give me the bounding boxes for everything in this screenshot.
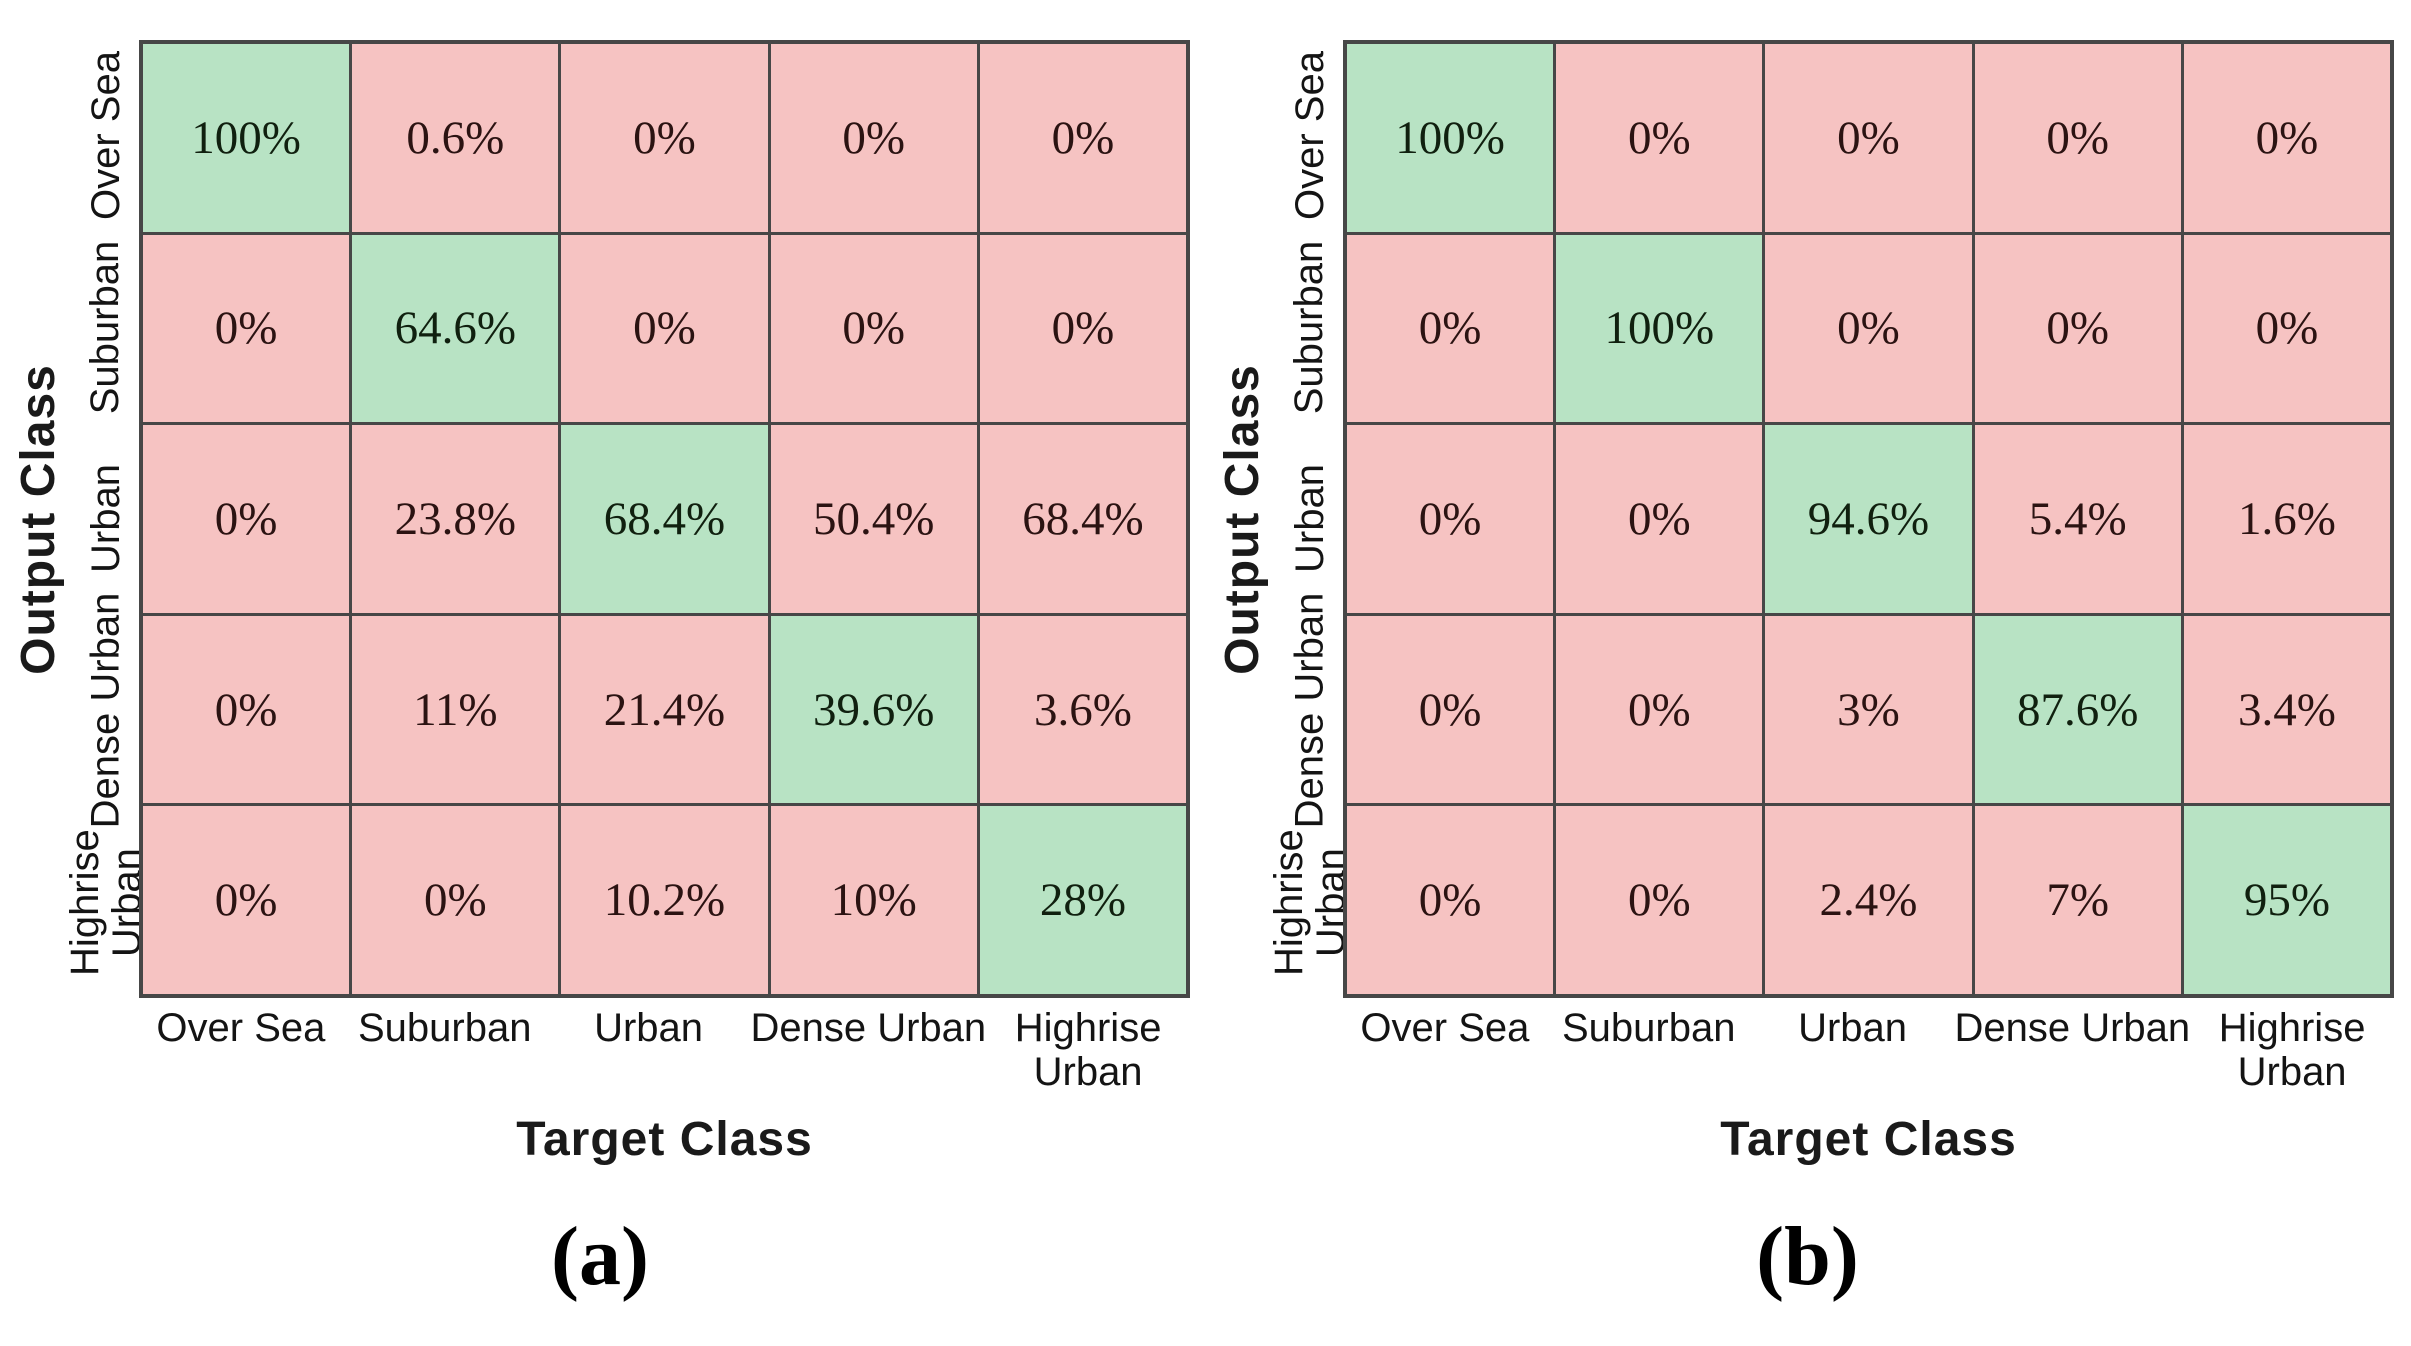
col-labels-a: Over Sea Suburban Urban Dense Urban High… (139, 1006, 1190, 1094)
cell-b-r0c2: 0% (1765, 44, 1972, 232)
cell-a-r1c0: 0% (143, 234, 350, 423)
col-labels-b: Over Sea Suburban Urban Dense Urban High… (1343, 1006, 2394, 1094)
panel-caption-b: (b) (1756, 1210, 1859, 1303)
cell-a-r3c2: 21.4% (561, 615, 768, 804)
row-label-highrise-urban: Highrise Urban (62, 806, 148, 998)
cell-b-r1c0: 0% (1347, 234, 1554, 423)
cell-b-r3c1: 0% (1556, 615, 1763, 804)
row-label-text: Over Sea (1287, 51, 1332, 221)
cell-a-r4c4: 28% (979, 806, 1186, 994)
col-label-over-sea: Over Sea (1360, 1006, 1530, 1050)
cell-a-r0c3: 0% (770, 44, 977, 232)
matrix-grid-b: 100% 0% 0% 0% 0% 0% 100% 0% 0% 0% 0% 0% … (1343, 40, 2394, 998)
x-axis-title-b: Target Class (1720, 1113, 2017, 1166)
col-label-urban: Urban (1798, 1006, 1908, 1050)
cell-a-r0c0: 100% (143, 44, 350, 232)
cell-a-r1c4: 0% (979, 234, 1186, 423)
cell-a-r3c4: 3.6% (979, 615, 1186, 804)
row-label-text: Dense Urban (83, 592, 128, 829)
y-axis-title-text: Output Class (1215, 363, 1269, 675)
cell-b-r1c3: 0% (1974, 234, 2181, 423)
row-label-suburban: Suburban (1278, 232, 1342, 424)
cell-a-r0c4: 0% (979, 44, 1186, 232)
cell-b-r4c3: 7% (1974, 806, 2181, 994)
row-label-dense-urban: Dense Urban (1278, 593, 1342, 829)
cell-a-r3c1: 11% (352, 615, 559, 804)
cell-b-r2c0: 0% (1347, 425, 1554, 613)
row-label-text: Urban (1287, 464, 1332, 574)
col-label-highrise-urban: Highrise Urban (1014, 1006, 1162, 1094)
col-label-over-sea: Over Sea (156, 1006, 326, 1050)
cell-b-r2c2: 94.6% (1765, 425, 1972, 613)
y-axis-title-text: Output Class (11, 363, 65, 675)
cell-b-r2c4: 1.6% (2183, 425, 2390, 613)
col-label-dense-urban: Dense Urban (1954, 1006, 2191, 1050)
cell-a-r0c1: 0.6% (352, 44, 559, 232)
cell-b-r0c4: 0% (2183, 44, 2390, 232)
row-label-text: Suburban (83, 240, 128, 415)
cell-a-r1c2: 0% (561, 234, 768, 423)
cell-b-r1c2: 0% (1765, 234, 1972, 423)
row-label-over-sea: Over Sea (1278, 40, 1342, 232)
cell-a-r4c0: 0% (143, 806, 350, 994)
cell-a-r2c4: 68.4% (979, 425, 1186, 613)
cell-a-r1c1: 64.6% (352, 234, 559, 423)
row-label-text: Highrise Urban (62, 828, 148, 976)
row-label-urban: Urban (74, 423, 138, 615)
cell-b-r1c1: 100% (1556, 234, 1763, 423)
row-label-text: Highrise Urban (1266, 828, 1352, 976)
cell-a-r3c3: 39.6% (770, 615, 977, 804)
cell-b-r4c0: 0% (1347, 806, 1554, 994)
row-label-text: Suburban (1287, 240, 1332, 415)
cell-b-r3c2: 3% (1765, 615, 1972, 804)
cell-b-r0c1: 0% (1556, 44, 1763, 232)
cell-b-r1c4: 0% (2183, 234, 2390, 423)
cell-b-r2c1: 0% (1556, 425, 1763, 613)
cell-b-r3c3: 87.6% (1974, 615, 2181, 804)
row-labels-a: Over Sea Suburban Urban Dense Urban High… (62, 40, 148, 998)
col-label-dense-urban: Dense Urban (750, 1006, 987, 1050)
panel-b: Output Class Over Sea Suburban Urban Den… (1204, 0, 2411, 1346)
cell-a-r4c3: 10% (770, 806, 977, 994)
row-label-text: Urban (83, 464, 128, 574)
cell-b-r4c2: 2.4% (1765, 806, 1972, 994)
col-label-highrise-urban: Highrise Urban (2218, 1006, 2366, 1094)
cell-a-r4c2: 10.2% (561, 806, 768, 994)
panel-caption-a: (a) (551, 1210, 649, 1303)
x-axis-title-a: Target Class (516, 1113, 813, 1166)
cell-b-r4c4: 95% (2183, 806, 2390, 994)
row-label-text: Over Sea (83, 51, 128, 221)
col-label-urban: Urban (594, 1006, 704, 1050)
row-label-highrise-urban: Highrise Urban (1266, 806, 1352, 998)
col-label-suburban: Suburban (358, 1006, 532, 1050)
row-label-text: Dense Urban (1287, 592, 1332, 829)
cell-a-r0c2: 0% (561, 44, 768, 232)
cell-b-r0c0: 100% (1347, 44, 1554, 232)
cell-a-r3c0: 0% (143, 615, 350, 804)
cell-b-r4c1: 0% (1556, 806, 1763, 994)
col-label-suburban: Suburban (1562, 1006, 1736, 1050)
row-label-dense-urban: Dense Urban (74, 593, 138, 829)
row-label-urban: Urban (1278, 423, 1342, 615)
cell-a-r4c1: 0% (352, 806, 559, 994)
cell-a-r2c0: 0% (143, 425, 350, 613)
row-label-suburban: Suburban (74, 232, 138, 424)
cell-a-r2c1: 23.8% (352, 425, 559, 613)
cell-b-r3c4: 3.4% (2183, 615, 2390, 804)
cell-b-r2c3: 5.4% (1974, 425, 2181, 613)
cell-a-r2c3: 50.4% (770, 425, 977, 613)
cell-b-r3c0: 0% (1347, 615, 1554, 804)
panel-a: Output Class Over Sea Suburban Urban Den… (0, 0, 1200, 1346)
row-label-over-sea: Over Sea (74, 40, 138, 232)
matrix-grid-a: 100% 0.6% 0% 0% 0% 0% 64.6% 0% 0% 0% 0% … (139, 40, 1190, 998)
cell-a-r2c2: 68.4% (561, 425, 768, 613)
cell-b-r0c3: 0% (1974, 44, 2181, 232)
cell-a-r1c3: 0% (770, 234, 977, 423)
row-labels-b: Over Sea Suburban Urban Dense Urban High… (1266, 40, 1352, 998)
